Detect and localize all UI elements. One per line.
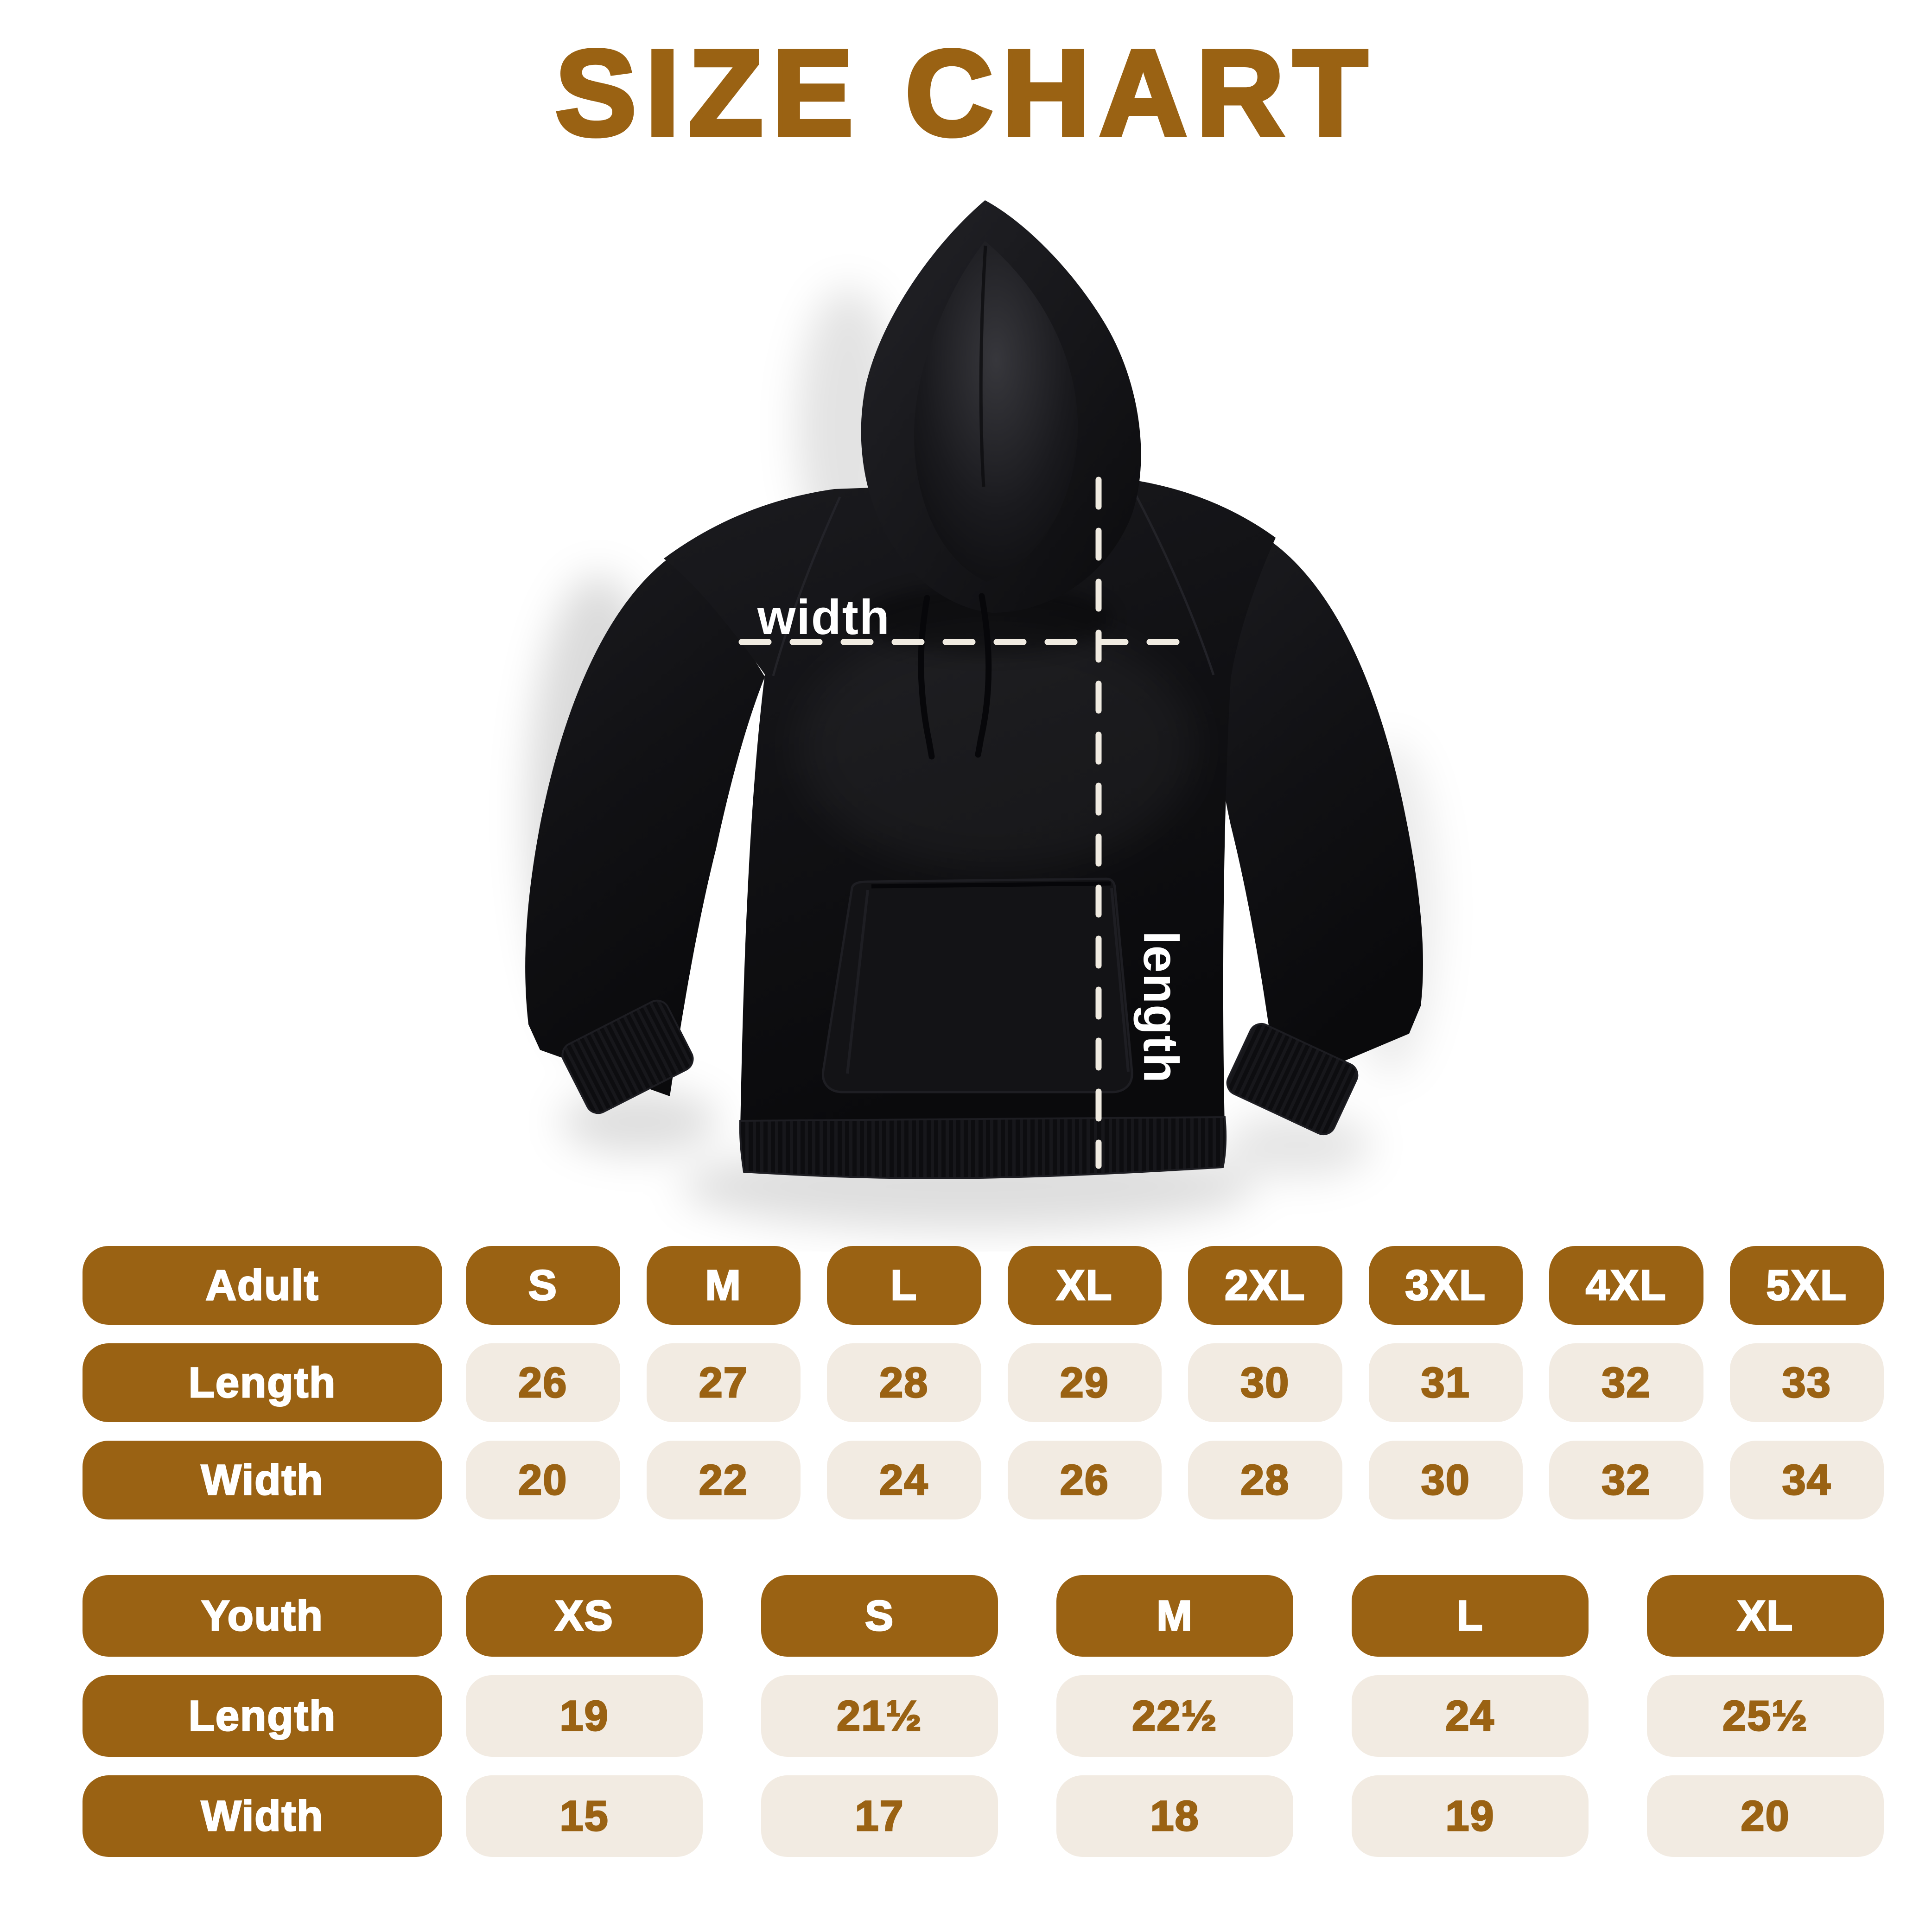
youth-size-header-pill: XS [466, 1575, 703, 1657]
youth-size-header-pill: S [761, 1575, 998, 1657]
adult-size-header-pill: 5XL [1729, 1246, 1884, 1325]
hoodie-drawstrings [918, 593, 992, 760]
value-cell: 20 [466, 1441, 620, 1519]
youth-size-table: Youth XS S M L XL Length 19 21½ 22½ 24 2… [83, 1575, 1884, 1875]
hoodie-cuffs [561, 999, 1359, 1136]
length-label: length [1133, 931, 1188, 1084]
adult-size-table: Adult S M L XL 2XL 3XL 4XL 5XL Length 26… [83, 1246, 1884, 1538]
value-cell: 22 [646, 1441, 801, 1519]
adult-size-header-pill: L [827, 1246, 981, 1325]
value-cell: 31 [1368, 1343, 1523, 1422]
row-label-pill: Width [83, 1775, 442, 1857]
value-cell: 18 [1056, 1775, 1293, 1857]
width-label: width [757, 590, 890, 645]
value-cell: 19 [466, 1675, 703, 1757]
value-cell: 32 [1549, 1343, 1703, 1422]
value-cell: 22½ [1056, 1675, 1293, 1757]
value-cell: 34 [1729, 1441, 1884, 1519]
value-cell: 28 [827, 1343, 981, 1422]
measurement-guides: width length [738, 477, 1190, 1169]
value-cell: 19 [1352, 1775, 1589, 1857]
hoodie-waistband [739, 1116, 1227, 1179]
hoodie-hood [861, 200, 1141, 760]
youth-length-row: Length 19 21½ 22½ 24 25½ [83, 1675, 1884, 1757]
value-cell: 25½ [1647, 1675, 1884, 1757]
youth-width-row: Width 15 17 18 19 20 [83, 1775, 1884, 1857]
value-cell: 29 [1007, 1343, 1162, 1422]
hoodie-raglan-seam-right [1131, 487, 1215, 675]
adult-size-header-pill: 4XL [1549, 1246, 1703, 1325]
row-label-pill: Length [83, 1343, 442, 1422]
adult-header-row: Adult S M L XL 2XL 3XL 4XL 5XL [83, 1246, 1884, 1325]
hoodie-raglan-seam-left [772, 496, 841, 676]
adult-length-row: Length 26 27 28 29 30 31 32 33 [83, 1343, 1884, 1422]
hoodie-photo: width length [464, 167, 1483, 1252]
adult-table-title-pill: Adult [83, 1246, 442, 1325]
value-cell: 26 [1007, 1441, 1162, 1519]
value-cell: 28 [1188, 1441, 1342, 1519]
row-label-pill: Length [83, 1675, 442, 1757]
value-cell: 24 [827, 1441, 981, 1519]
value-cell: 33 [1729, 1343, 1884, 1422]
youth-table-title-pill: Youth [83, 1575, 442, 1657]
youth-size-header-pill: XL [1647, 1575, 1884, 1657]
value-cell: 26 [466, 1343, 620, 1422]
value-cell: 17 [761, 1775, 998, 1857]
value-cell: 20 [1647, 1775, 1884, 1857]
adult-size-header-pill: 3XL [1368, 1246, 1523, 1325]
page-title: SIZE CHART [553, 25, 1377, 161]
adult-size-header-pill: M [646, 1246, 801, 1325]
adult-size-header-pill: S [466, 1246, 620, 1325]
hoodie-pocket [821, 877, 1133, 1093]
youth-size-header-pill: L [1352, 1575, 1589, 1657]
value-cell: 32 [1549, 1441, 1703, 1519]
adult-size-header-pill: XL [1007, 1246, 1162, 1325]
value-cell: 24 [1352, 1675, 1589, 1757]
hoodie-sleeves [525, 542, 1423, 1136]
adult-width-row: Width 20 22 24 26 28 30 32 34 [83, 1441, 1884, 1519]
row-label-pill: Width [83, 1441, 442, 1519]
value-cell: 30 [1188, 1343, 1342, 1422]
value-cell: 21½ [761, 1675, 998, 1757]
value-cell: 15 [466, 1775, 703, 1857]
value-cell: 27 [646, 1343, 801, 1422]
youth-size-header-pill: M [1056, 1575, 1293, 1657]
youth-header-row: Youth XS S M L XL [83, 1575, 1884, 1657]
value-cell: 30 [1368, 1441, 1523, 1519]
adult-size-header-pill: 2XL [1188, 1246, 1342, 1325]
